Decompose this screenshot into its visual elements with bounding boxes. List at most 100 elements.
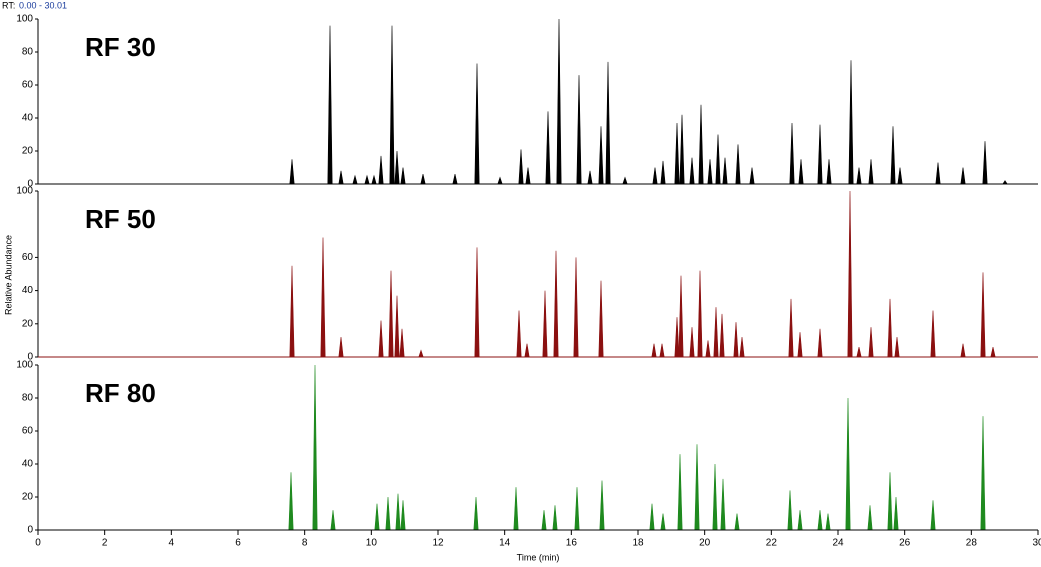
peak — [798, 159, 804, 185]
peak — [694, 444, 700, 531]
peak — [719, 313, 725, 358]
peak — [788, 298, 794, 358]
peak — [707, 159, 713, 185]
x-tick-label: 0 — [35, 538, 41, 549]
peak — [677, 454, 683, 531]
y-tick-label: 0 — [27, 525, 33, 536]
peak — [674, 317, 680, 358]
peak — [394, 150, 400, 185]
peak — [289, 265, 295, 358]
peak — [399, 328, 405, 358]
peak — [573, 257, 579, 358]
peak — [817, 328, 823, 358]
peak — [960, 343, 966, 358]
y-tick-label: 100 — [16, 360, 33, 371]
peak — [712, 463, 718, 531]
peak — [524, 343, 530, 358]
peak — [848, 60, 854, 185]
peak — [789, 122, 795, 185]
y-tick-label: 20 — [22, 492, 34, 503]
peak — [930, 310, 936, 358]
peak — [388, 270, 394, 358]
x-tick-label: 20 — [699, 538, 711, 549]
peak — [338, 337, 344, 358]
peak — [378, 320, 384, 358]
peak — [856, 167, 862, 185]
peak — [797, 510, 803, 531]
peak — [689, 327, 695, 358]
peak — [722, 157, 728, 185]
peak — [394, 295, 400, 358]
y-tick-label: 40 — [22, 285, 34, 296]
y-tick-label: 100 — [16, 14, 33, 25]
peak — [574, 487, 580, 531]
peak — [817, 124, 823, 185]
peak — [364, 174, 370, 185]
peak — [542, 290, 548, 358]
peak — [868, 159, 874, 185]
y-tick-label: 100 — [16, 186, 33, 197]
peak — [897, 167, 903, 185]
x-tick-label: 12 — [432, 538, 444, 549]
peak — [698, 104, 704, 185]
peak — [867, 505, 873, 531]
peak — [982, 141, 988, 185]
peak — [525, 167, 531, 185]
peak — [825, 513, 831, 531]
peak — [545, 111, 551, 185]
peak — [652, 167, 658, 185]
x-tick-label: 2 — [102, 538, 108, 549]
y-axis-label: Relative Abundance — [3, 235, 13, 315]
y-tick-label: 0 — [27, 352, 33, 363]
peak — [338, 170, 344, 185]
peak — [894, 337, 900, 358]
x-axis-label: Time (min) — [517, 552, 560, 562]
peak — [826, 159, 832, 185]
x-tick-label: 10 — [366, 538, 378, 549]
peak — [660, 160, 666, 185]
peak — [868, 327, 874, 358]
peak — [735, 144, 741, 185]
peak — [1002, 180, 1008, 185]
peak — [312, 364, 318, 531]
peak — [420, 174, 426, 185]
y-tick-label: 40 — [22, 113, 34, 124]
peak — [385, 496, 391, 531]
peak — [890, 126, 896, 185]
x-tick-label: 18 — [632, 538, 644, 549]
y-tick-label: 20 — [22, 146, 34, 157]
peak — [715, 134, 721, 185]
peak — [739, 337, 745, 358]
peak — [400, 500, 406, 531]
peak — [887, 472, 893, 531]
y-tick-label: 60 — [22, 252, 34, 263]
y-tick-label: 80 — [22, 393, 34, 404]
x-tick-label: 22 — [766, 538, 778, 549]
peak — [733, 322, 739, 358]
peak — [817, 510, 823, 531]
peak — [552, 505, 558, 531]
peak — [960, 167, 966, 185]
peak — [713, 307, 719, 358]
peak — [893, 496, 899, 531]
peak — [598, 280, 604, 358]
peak — [660, 513, 666, 531]
peak — [659, 343, 665, 358]
peak — [980, 272, 986, 358]
peak — [518, 149, 524, 185]
peak — [674, 122, 680, 185]
x-tick-label: 16 — [566, 538, 578, 549]
peak — [980, 416, 986, 531]
header-range: 0.00 - 30.01 — [19, 0, 67, 10]
x-tick-label: 14 — [499, 538, 511, 549]
peak — [587, 170, 593, 185]
peak — [513, 487, 519, 531]
peak — [516, 310, 522, 358]
peak — [474, 63, 480, 185]
peak — [400, 167, 406, 185]
peak — [474, 247, 480, 358]
x-tick-label: 30 — [1032, 538, 1041, 549]
peak — [787, 490, 793, 531]
peak — [418, 349, 424, 358]
peak — [289, 159, 295, 185]
